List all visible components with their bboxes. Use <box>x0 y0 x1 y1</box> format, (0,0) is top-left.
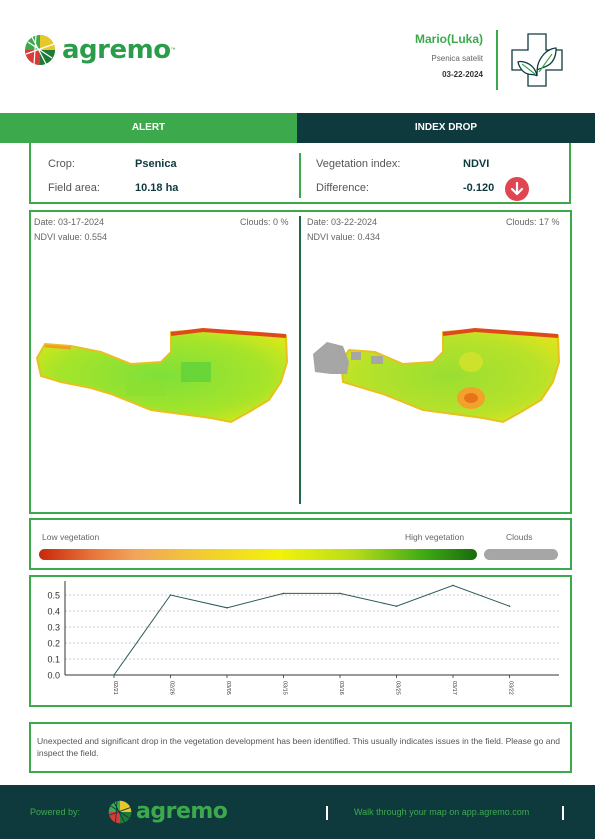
agremo-globe-icon <box>108 800 132 823</box>
chart-data-point <box>508 605 511 607</box>
field-name: Psenica satelit <box>431 54 483 63</box>
field-area-value: 10.18 ha <box>135 182 179 194</box>
chart-series-line <box>113 584 510 676</box>
difference-label: Difference: <box>316 182 369 194</box>
legend-clouds-swatch <box>484 549 558 560</box>
alert-tab-bar: ALERT INDEX DROP <box>0 113 595 143</box>
before-map-clouds: Clouds: 0 % <box>240 217 289 227</box>
header-divider <box>496 30 498 90</box>
legend-high-label: High vegetation <box>405 532 465 542</box>
logo-trademark: ™ <box>170 47 176 53</box>
vegetation-index-label: Vegetation index: <box>316 158 401 170</box>
chart-plot: 0.0 0.1 0.2 0.3 0.4 0.5 02/21 02/26 03/05 03/15 03… <box>47 581 559 695</box>
chart-x-tick-label: 03/15 <box>282 681 288 695</box>
chart-x-tick-label: 03/22 <box>508 681 514 695</box>
user-name: Mario(Luka) <box>414 32 483 46</box>
crop-label: Crop: <box>48 158 75 170</box>
after-map-date: Date: 03-22-2024 <box>307 217 378 227</box>
chart-data-point <box>282 592 285 595</box>
ndvi-map-comparison: Date: 03-17-2024 Clouds: 0 % NDVI value:… <box>29 210 572 514</box>
report-meta: Mario(Luka) Psenica satelit 03-22-2024 <box>415 32 483 79</box>
agremo-logo: agremo ™ <box>24 34 176 66</box>
report-header: agremo ™ Mario(Luka) Psenica satelit 03-… <box>0 0 595 112</box>
footer-logo: agremo <box>108 799 228 824</box>
report-footer: Powered by: agremo Walk through your map… <box>0 785 595 839</box>
chart-y-tick-label: 0.0 <box>47 671 60 681</box>
chart-y-tick-label: 0.5 <box>47 591 60 601</box>
footer-divider-left <box>326 806 328 820</box>
app-link-text[interactable]: Walk through your map on app.agremo.com <box>354 807 530 817</box>
legend-low-label: Low vegetation <box>42 532 100 542</box>
arrow-down-icon <box>505 177 529 201</box>
before-field-map <box>35 327 289 424</box>
chart-y-tick-label: 0.1 <box>47 655 60 665</box>
chart-x-tick-label: 03/25 <box>395 681 401 695</box>
chart-data-point <box>113 674 115 676</box>
after-field-map <box>313 327 561 424</box>
chart-x-tick-label: 03/17 <box>451 681 457 695</box>
footer-logo-wordmark: agremo <box>136 799 228 824</box>
before-map-date: Date: 03-17-2024 <box>34 217 105 227</box>
after-map-clouds: Clouds: 17 % <box>506 217 560 227</box>
chart-y-tick-label: 0.3 <box>47 623 60 633</box>
chart-x-tick-label: 02/26 <box>169 681 175 695</box>
chart-data-point <box>169 594 172 596</box>
logo-wordmark: agremo <box>62 35 171 65</box>
chart-data-point <box>452 584 454 587</box>
footer-divider-right <box>562 806 564 820</box>
powered-by-label: Powered by: <box>30 807 81 817</box>
chart-x-tick-label: 02/21 <box>112 681 118 695</box>
map-divider <box>299 216 301 504</box>
report-date: 03-22-2024 <box>442 70 483 79</box>
plant-cross-icon <box>511 33 563 87</box>
before-map-ndvi: NDVI value: 0.554 <box>34 232 108 242</box>
field-area-label: Field area: <box>48 182 100 194</box>
field-info-panel: Crop: Psenica Field area: 10.18 ha Veget… <box>29 143 571 204</box>
chart-x-tick-label: 03/05 <box>225 681 231 695</box>
tab-index-drop: INDEX DROP <box>297 113 595 143</box>
alert-note: Unexpected and significant drop in the v… <box>29 722 572 773</box>
chart-data-point <box>339 592 341 595</box>
chart-y-tick-label: 0.2 <box>47 639 60 649</box>
tab-alert: ALERT <box>0 113 297 143</box>
ndvi-legend: Low vegetation High vegetation Clouds <box>29 518 572 570</box>
difference-value: -0.120 <box>463 182 495 194</box>
agremo-globe-icon <box>25 34 55 66</box>
vegetation-index-value: NDVI <box>463 158 490 170</box>
crop-value: Psenica <box>135 158 177 170</box>
ndvi-history-chart: 0.0 0.1 0.2 0.3 0.4 0.5 02/21 02/26 03/05 03/15 03… <box>29 575 572 707</box>
chart-y-tick-label: 0.4 <box>47 607 60 617</box>
after-map-ndvi: NDVI value: 0.434 <box>307 232 381 242</box>
chart-data-point <box>395 605 398 607</box>
info-divider <box>299 153 301 198</box>
chart-x-tick-label: 03/16 <box>338 681 344 695</box>
chart-data-point <box>226 607 228 609</box>
legend-gradient-bar <box>39 549 477 560</box>
legend-clouds-label: Clouds <box>506 532 533 542</box>
